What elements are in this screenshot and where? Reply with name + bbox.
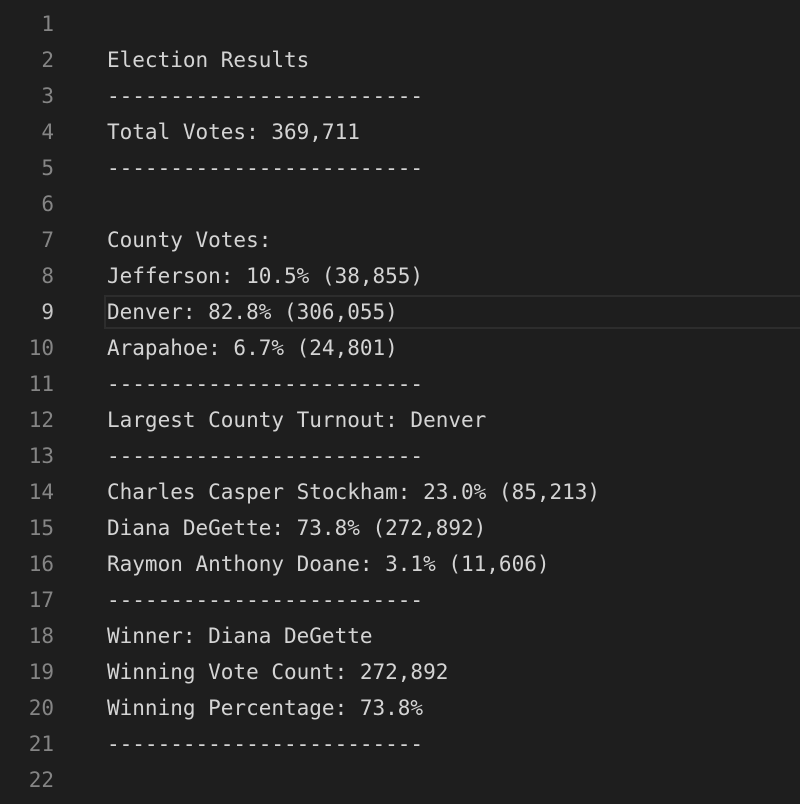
line-number: 2 (41, 48, 54, 72)
line-number: 19 (28, 660, 54, 684)
line-number: 13 (28, 444, 54, 468)
line-text[interactable]: ------------------------- (107, 588, 424, 612)
line-text[interactable]: Winner: Diana DeGette (107, 624, 373, 648)
editor-line-16[interactable]: 16 Raymon Anthony Doane: 3.1% (11,606) (0, 546, 800, 582)
line-text[interactable]: Winning Percentage: 73.8% (107, 696, 424, 720)
editor-line-7[interactable]: 7 County Votes: (0, 222, 800, 258)
editor-line-6[interactable]: 6 (0, 186, 800, 222)
line-number: 1 (41, 12, 54, 36)
editor-line-3[interactable]: 3 ------------------------- (0, 78, 800, 114)
editor-line-13[interactable]: 13 ------------------------- (0, 438, 800, 474)
editor-line-5[interactable]: 5 ------------------------- (0, 150, 800, 186)
line-text[interactable]: Largest County Turnout: Denver (107, 408, 487, 432)
editor-line-9-current[interactable]: 9 Denver: 82.8% (306,055) (0, 294, 800, 330)
line-number: 7 (41, 228, 54, 252)
line-number: 4 (41, 120, 54, 144)
editor-line-10[interactable]: 10 Arapahoe: 6.7% (24,801) (0, 330, 800, 366)
line-number: 8 (41, 264, 54, 288)
line-text[interactable]: County Votes: (107, 228, 272, 252)
line-number: 18 (28, 624, 54, 648)
line-number: 6 (41, 192, 54, 216)
line-text[interactable]: Winning Vote Count: 272,892 (107, 660, 449, 684)
editor-line-14[interactable]: 14 Charles Casper Stockham: 23.0% (85,213… (0, 474, 800, 510)
line-number: 3 (41, 84, 54, 108)
editor-line-12[interactable]: 12 Largest County Turnout: Denver (0, 402, 800, 438)
line-number: 14 (28, 480, 54, 504)
line-number: 12 (28, 408, 54, 432)
line-number: 17 (28, 588, 54, 612)
editor-line-2[interactable]: 2 Election Results (0, 42, 800, 78)
line-number: 15 (28, 516, 54, 540)
line-text[interactable]: ------------------------- (107, 156, 424, 180)
line-number: 9 (41, 300, 54, 324)
editor-line-19[interactable]: 19 Winning Vote Count: 272,892 (0, 654, 800, 690)
line-text[interactable]: Jefferson: 10.5% (38,855) (107, 264, 424, 288)
line-number: 10 (28, 336, 54, 360)
editor-line-21[interactable]: 21 ------------------------- (0, 726, 800, 762)
line-number: 16 (28, 552, 54, 576)
line-text[interactable]: Arapahoe: 6.7% (24,801) (107, 336, 398, 360)
line-text[interactable]: ------------------------- (107, 372, 424, 396)
line-text[interactable]: ------------------------- (107, 84, 424, 108)
editor-line-22[interactable]: 22 (0, 762, 800, 798)
line-number: 21 (28, 732, 54, 756)
editor-line-17[interactable]: 17 ------------------------- (0, 582, 800, 618)
line-text[interactable]: Election Results (107, 48, 310, 72)
line-number: 20 (28, 696, 54, 720)
line-text[interactable]: ------------------------- (107, 444, 424, 468)
editor-line-1[interactable]: 1 (0, 6, 800, 42)
editor-line-8[interactable]: 8 Jefferson: 10.5% (38,855) (0, 258, 800, 294)
editor-line-4[interactable]: 4 Total Votes: 369,711 (0, 114, 800, 150)
line-number: 22 (28, 768, 54, 792)
editor-line-15[interactable]: 15 Diana DeGette: 73.8% (272,892) (0, 510, 800, 546)
line-text[interactable]: Denver: 82.8% (306,055) (107, 300, 398, 324)
line-text[interactable]: Raymon Anthony Doane: 3.1% (11,606) (107, 552, 550, 576)
editor-line-11[interactable]: 11 ------------------------- (0, 366, 800, 402)
line-text[interactable]: ------------------------- (107, 732, 424, 756)
line-text[interactable]: Charles Casper Stockham: 23.0% (85,213) (107, 480, 601, 504)
line-number: 5 (41, 156, 54, 180)
editor-line-18[interactable]: 18 Winner: Diana DeGette (0, 618, 800, 654)
line-text[interactable]: Diana DeGette: 73.8% (272,892) (107, 516, 487, 540)
editor-line-20[interactable]: 20 Winning Percentage: 73.8% (0, 690, 800, 726)
line-number: 11 (28, 372, 54, 396)
line-text[interactable]: Total Votes: 369,711 (107, 120, 360, 144)
